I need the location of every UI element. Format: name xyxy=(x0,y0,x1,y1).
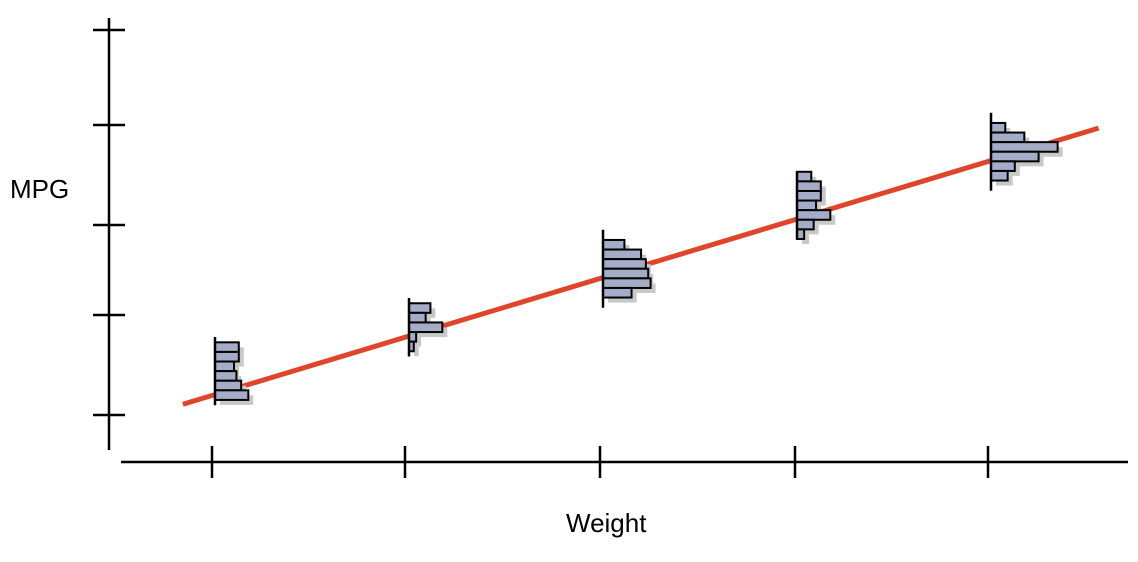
histogram-bar xyxy=(990,160,1016,172)
histogram-bar xyxy=(602,258,647,270)
histogram-bar xyxy=(214,389,250,401)
histogram-bar xyxy=(214,360,236,373)
distribution-2 xyxy=(407,298,448,357)
distribution-4 xyxy=(795,170,836,244)
y-axis-label: MPG xyxy=(10,174,70,204)
histogram-bar xyxy=(796,218,815,231)
histogram-bar xyxy=(796,170,813,183)
distribution-1 xyxy=(213,337,254,406)
histogram-bar xyxy=(796,209,832,221)
bar-shadow xyxy=(414,337,422,347)
histogram-bar xyxy=(990,141,1059,153)
axes xyxy=(93,18,1128,478)
histogram-bar xyxy=(796,189,822,202)
histogram-bar xyxy=(408,302,432,314)
histogram-bar xyxy=(990,150,1040,163)
histogram-bar xyxy=(602,248,643,261)
histogram-bar xyxy=(602,277,652,289)
bar-shadow xyxy=(414,346,419,357)
bar-shadow xyxy=(802,234,810,244)
histogram-bar xyxy=(214,379,243,392)
distribution-5 xyxy=(989,112,1063,191)
histogram-bar xyxy=(796,180,822,192)
histogram-bar xyxy=(602,286,633,299)
histogram-bar xyxy=(602,238,626,251)
histogram-bar xyxy=(408,311,427,324)
histogram-bar xyxy=(214,341,240,353)
histogram-bar xyxy=(990,121,1007,134)
histogram-bar xyxy=(214,350,240,363)
histogram-bar xyxy=(990,131,1026,144)
x-axis-label: Weight xyxy=(566,508,647,538)
histogram-bar xyxy=(990,169,1009,182)
histogram-bar xyxy=(408,321,444,334)
histogram-bar xyxy=(214,370,238,382)
histogram-bar xyxy=(602,267,650,280)
distribution-3 xyxy=(601,229,656,308)
histogram-bar xyxy=(796,199,818,212)
conditional-distributions xyxy=(213,112,1063,406)
